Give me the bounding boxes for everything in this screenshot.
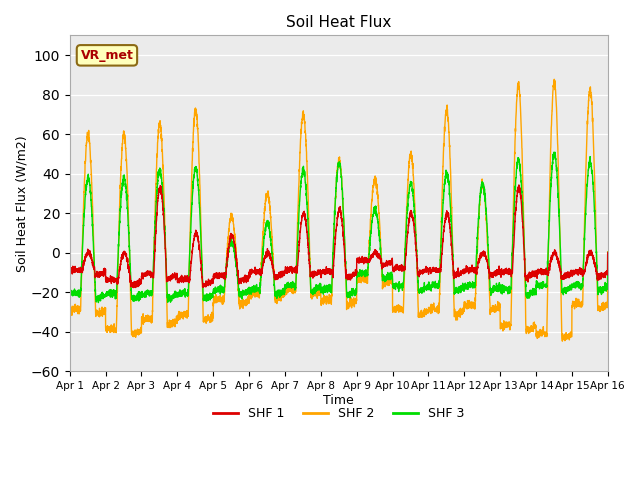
SHF 1: [515, 182, 523, 188]
SHF 3: [604, 250, 612, 255]
Line: SHF 1: SHF 1: [70, 185, 608, 288]
SHF 1: [429, 264, 437, 270]
SHF 1: [460, 268, 467, 274]
SHF 3: [163, 271, 170, 277]
SHF 2: [163, 286, 170, 291]
Text: VR_met: VR_met: [81, 49, 133, 62]
SHF 2: [429, 305, 437, 311]
SHF 3: [66, 293, 74, 299]
SHF 2: [460, 311, 467, 316]
SHF 3: [490, 283, 497, 288]
Y-axis label: Soil Heat Flux (W/m2): Soil Heat Flux (W/m2): [15, 135, 28, 272]
SHF 1: [319, 268, 326, 274]
SHF 1: [490, 271, 497, 276]
Line: SHF 2: SHF 2: [70, 79, 608, 341]
SHF 2: [604, 249, 612, 254]
SHF 2: [550, 76, 558, 82]
SHF 1: [66, 265, 74, 271]
SHF 2: [559, 338, 566, 344]
Legend: SHF 1, SHF 2, SHF 3: SHF 1, SHF 2, SHF 3: [208, 402, 470, 425]
SHF 2: [319, 297, 326, 302]
SHF 3: [319, 288, 326, 294]
SHF 2: [490, 307, 497, 313]
SHF 3: [429, 279, 437, 285]
SHF 1: [604, 271, 611, 276]
SHF 1: [163, 273, 170, 278]
X-axis label: Time: Time: [323, 394, 354, 407]
SHF 3: [95, 300, 102, 305]
SHF 3: [604, 287, 611, 292]
Line: SHF 3: SHF 3: [70, 152, 608, 302]
SHF 1: [604, 250, 612, 256]
SHF 3: [551, 149, 559, 155]
Title: Soil Heat Flux: Soil Heat Flux: [286, 15, 392, 30]
SHF 2: [66, 306, 74, 312]
SHF 1: [130, 285, 138, 290]
SHF 2: [604, 305, 611, 311]
SHF 3: [460, 286, 467, 291]
